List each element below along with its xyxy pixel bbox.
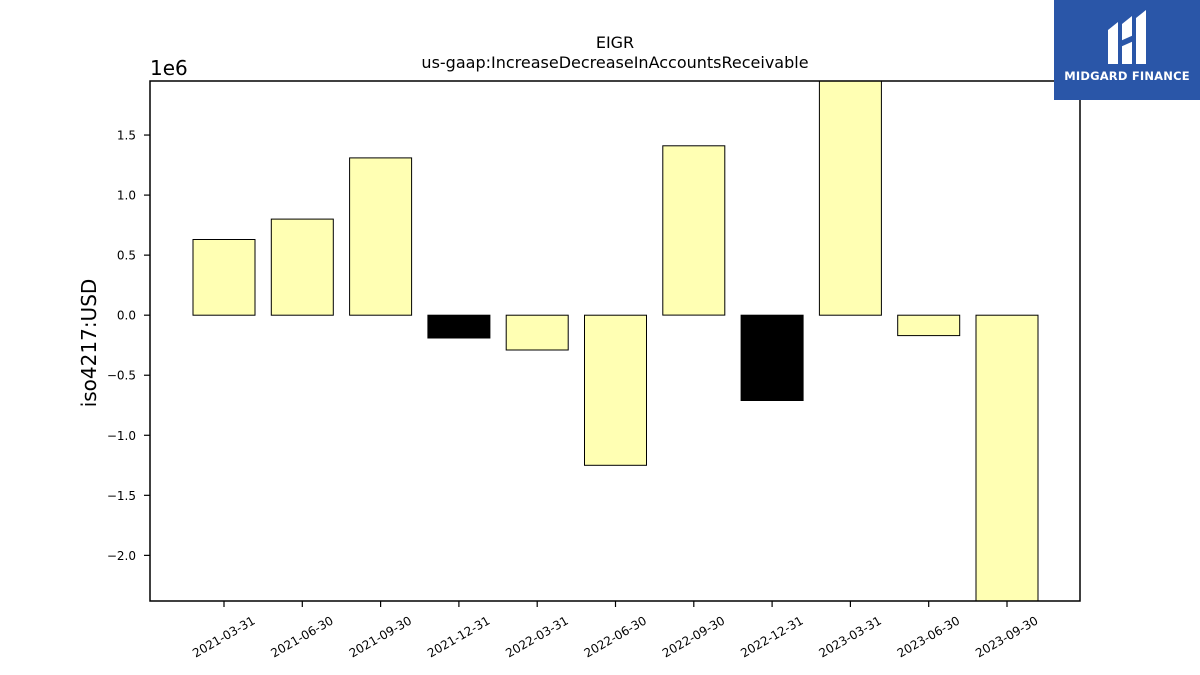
midgard-finance-logo: MIDGARD FINANCE [1054, 0, 1200, 100]
x-tick-label: 2023-09-30 [973, 613, 1040, 660]
x-tick-label: 2023-03-31 [816, 613, 883, 660]
bar-2022-03-31 [505, 314, 569, 351]
y-axis-ticks: −2.0 −1.5 −1.0 −0.5 0.0 0.5 1.0 1.5 [107, 129, 150, 563]
y-tick-label: −1.5 [107, 489, 136, 503]
x-tick-label: 2022-06-30 [582, 613, 649, 660]
x-tick-label: 2022-03-31 [503, 613, 570, 660]
x-tick-label: 2023-06-30 [895, 613, 962, 660]
y-tick-label: 1.0 [117, 189, 136, 203]
plot-frame [149, 80, 1081, 602]
bar-2021-06-30 [270, 218, 334, 316]
bar-2023-06-30 [897, 314, 961, 337]
x-tick-label: 2021-09-30 [347, 613, 414, 660]
x-axis-ticks: 2021-03-31 2021-06-30 2021-09-30 2021-12-31… [190, 601, 1041, 660]
midgard-logo-icon [1108, 10, 1146, 64]
x-tick-label: 2021-06-30 [268, 613, 335, 660]
bar-2022-09-30 [662, 145, 726, 316]
bar-2021-12-31 [427, 314, 491, 339]
y-offset-label: 1e6 [150, 56, 188, 80]
y-tick-label: −1.0 [107, 429, 136, 443]
y-axis-label: iso4217:USD [77, 279, 101, 408]
chart-subtitle: us-gaap:IncreaseDecreaseInAccountsReceiv… [421, 53, 808, 72]
y-tick-label: 0.5 [117, 249, 136, 263]
bar-2023-03-31 [818, 80, 882, 316]
bar-2021-03-31 [192, 239, 256, 316]
y-tick-label: −0.5 [107, 369, 136, 383]
bars-group [192, 80, 1039, 602]
y-tick-label: −2.0 [107, 549, 136, 563]
logo-text: MIDGARD FINANCE [1064, 69, 1190, 83]
x-tick-label: 2021-12-31 [425, 613, 492, 660]
y-tick-label: 1.5 [117, 129, 136, 143]
x-tick-label: 2022-09-30 [660, 613, 727, 660]
chart-title: EIGR [596, 33, 634, 52]
x-tick-label: 2021-03-31 [190, 613, 257, 660]
bar-2021-09-30 [349, 157, 413, 316]
bar-2022-06-30 [584, 314, 647, 466]
y-tick-label: 0.0 [117, 309, 136, 323]
bar-2023-09-30 [975, 314, 1039, 602]
bar-2022-12-31 [740, 314, 804, 402]
x-tick-label: 2022-12-31 [738, 613, 805, 660]
